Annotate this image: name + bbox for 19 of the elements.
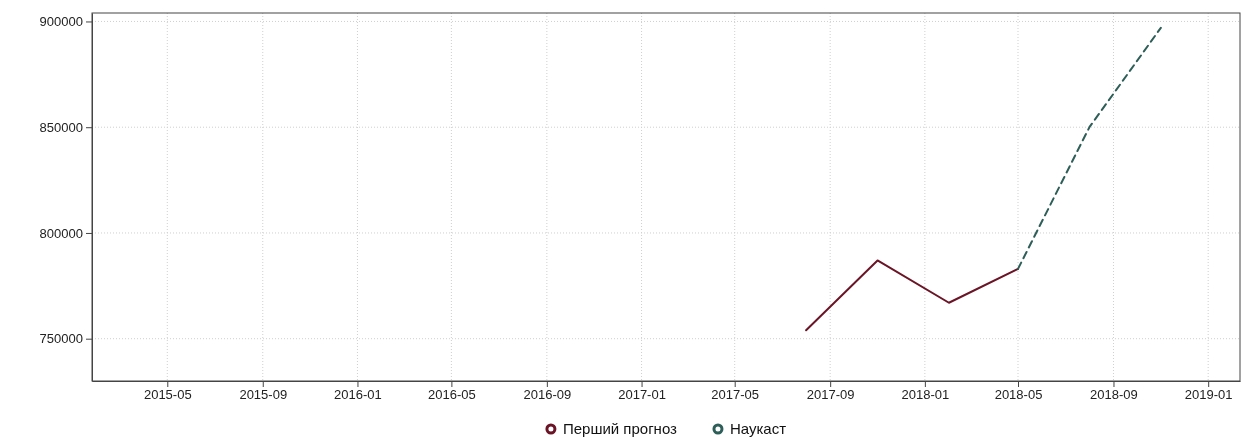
x-tick-label: 2017-09 bbox=[806, 387, 855, 403]
x-tick-label: 2018-09 bbox=[1090, 387, 1138, 403]
x-tick-label: 2017-05 bbox=[711, 387, 760, 403]
legend-label: Наукаст bbox=[729, 420, 787, 437]
x-tick-label: 2016-05 bbox=[428, 387, 476, 403]
line-series bbox=[805, 259, 1020, 332]
y-tick-label: 750000 bbox=[39, 331, 83, 347]
y-tick-label: 800000 bbox=[39, 225, 83, 241]
x-tick-label: 2015-05 bbox=[143, 387, 192, 403]
x-tick-label: 2019-01 bbox=[1184, 387, 1233, 403]
x-tick-label: 2015-09 bbox=[239, 387, 288, 403]
x-tick-label: 2016-01 bbox=[334, 387, 382, 403]
x-tick-label: 2018-01 bbox=[901, 387, 950, 403]
y-tick-label: 850000 bbox=[39, 119, 83, 135]
x-tick-label: 2018-05 bbox=[994, 387, 1043, 403]
legend-label: Перший прогноз bbox=[562, 420, 678, 437]
y-tick-label: 900000 bbox=[39, 14, 83, 30]
x-tick-label: 2017-01 bbox=[618, 387, 666, 403]
x-tick-label: 2016-09 bbox=[523, 387, 572, 403]
